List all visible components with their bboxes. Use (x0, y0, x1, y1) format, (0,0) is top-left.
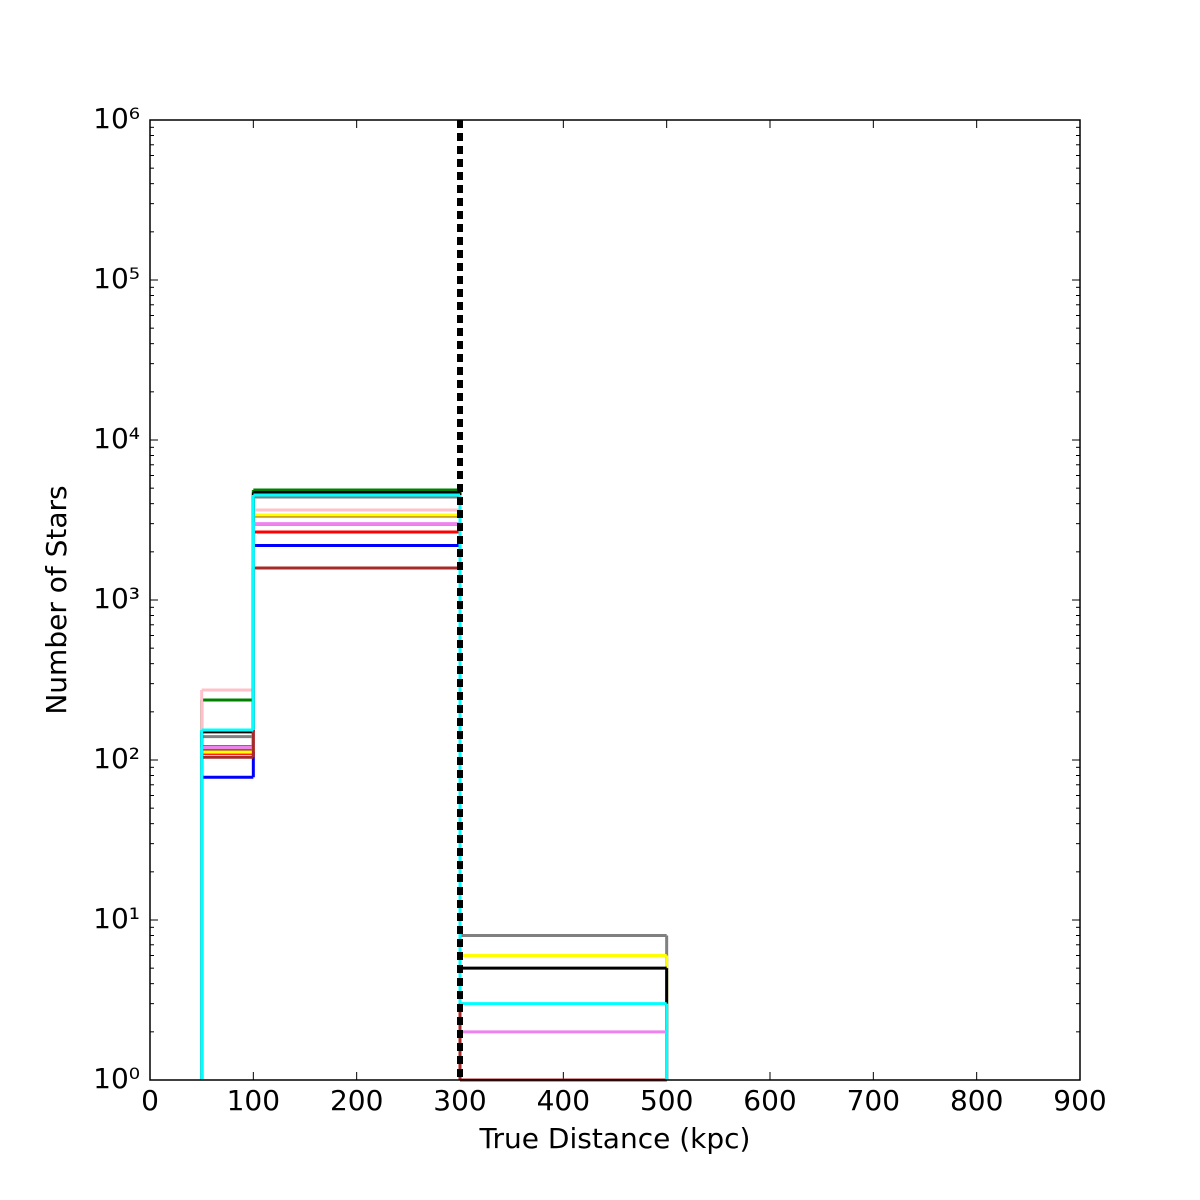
y-tick-label: 10² (93, 742, 140, 775)
y-tick-label: 10⁵ (93, 262, 140, 295)
y-tick-label: 10³ (93, 582, 140, 615)
x-axis-label: True Distance (kpc) (479, 1122, 751, 1155)
x-tick-label: 200 (330, 1084, 383, 1117)
x-tick-label: 800 (950, 1084, 1003, 1117)
x-tick-label: 700 (847, 1084, 900, 1117)
x-tick-label: 900 (1053, 1084, 1106, 1117)
x-tick-label: 300 (433, 1084, 486, 1117)
y-tick-label: 10⁰ (93, 1062, 140, 1095)
x-tick-label: 500 (640, 1084, 693, 1117)
x-tick-label: 600 (743, 1084, 796, 1117)
y-tick-label: 10¹ (93, 902, 140, 935)
plot-frame (149, 119, 1081, 1081)
x-tick-label: 100 (227, 1084, 280, 1117)
y-tick-label: 10⁴ (93, 422, 140, 455)
x-tick-label: 0 (141, 1084, 159, 1117)
y-tick-label: 10⁶ (93, 102, 140, 135)
x-tick-label: 400 (537, 1084, 590, 1117)
y-axis-label: Number of Stars (40, 485, 73, 714)
